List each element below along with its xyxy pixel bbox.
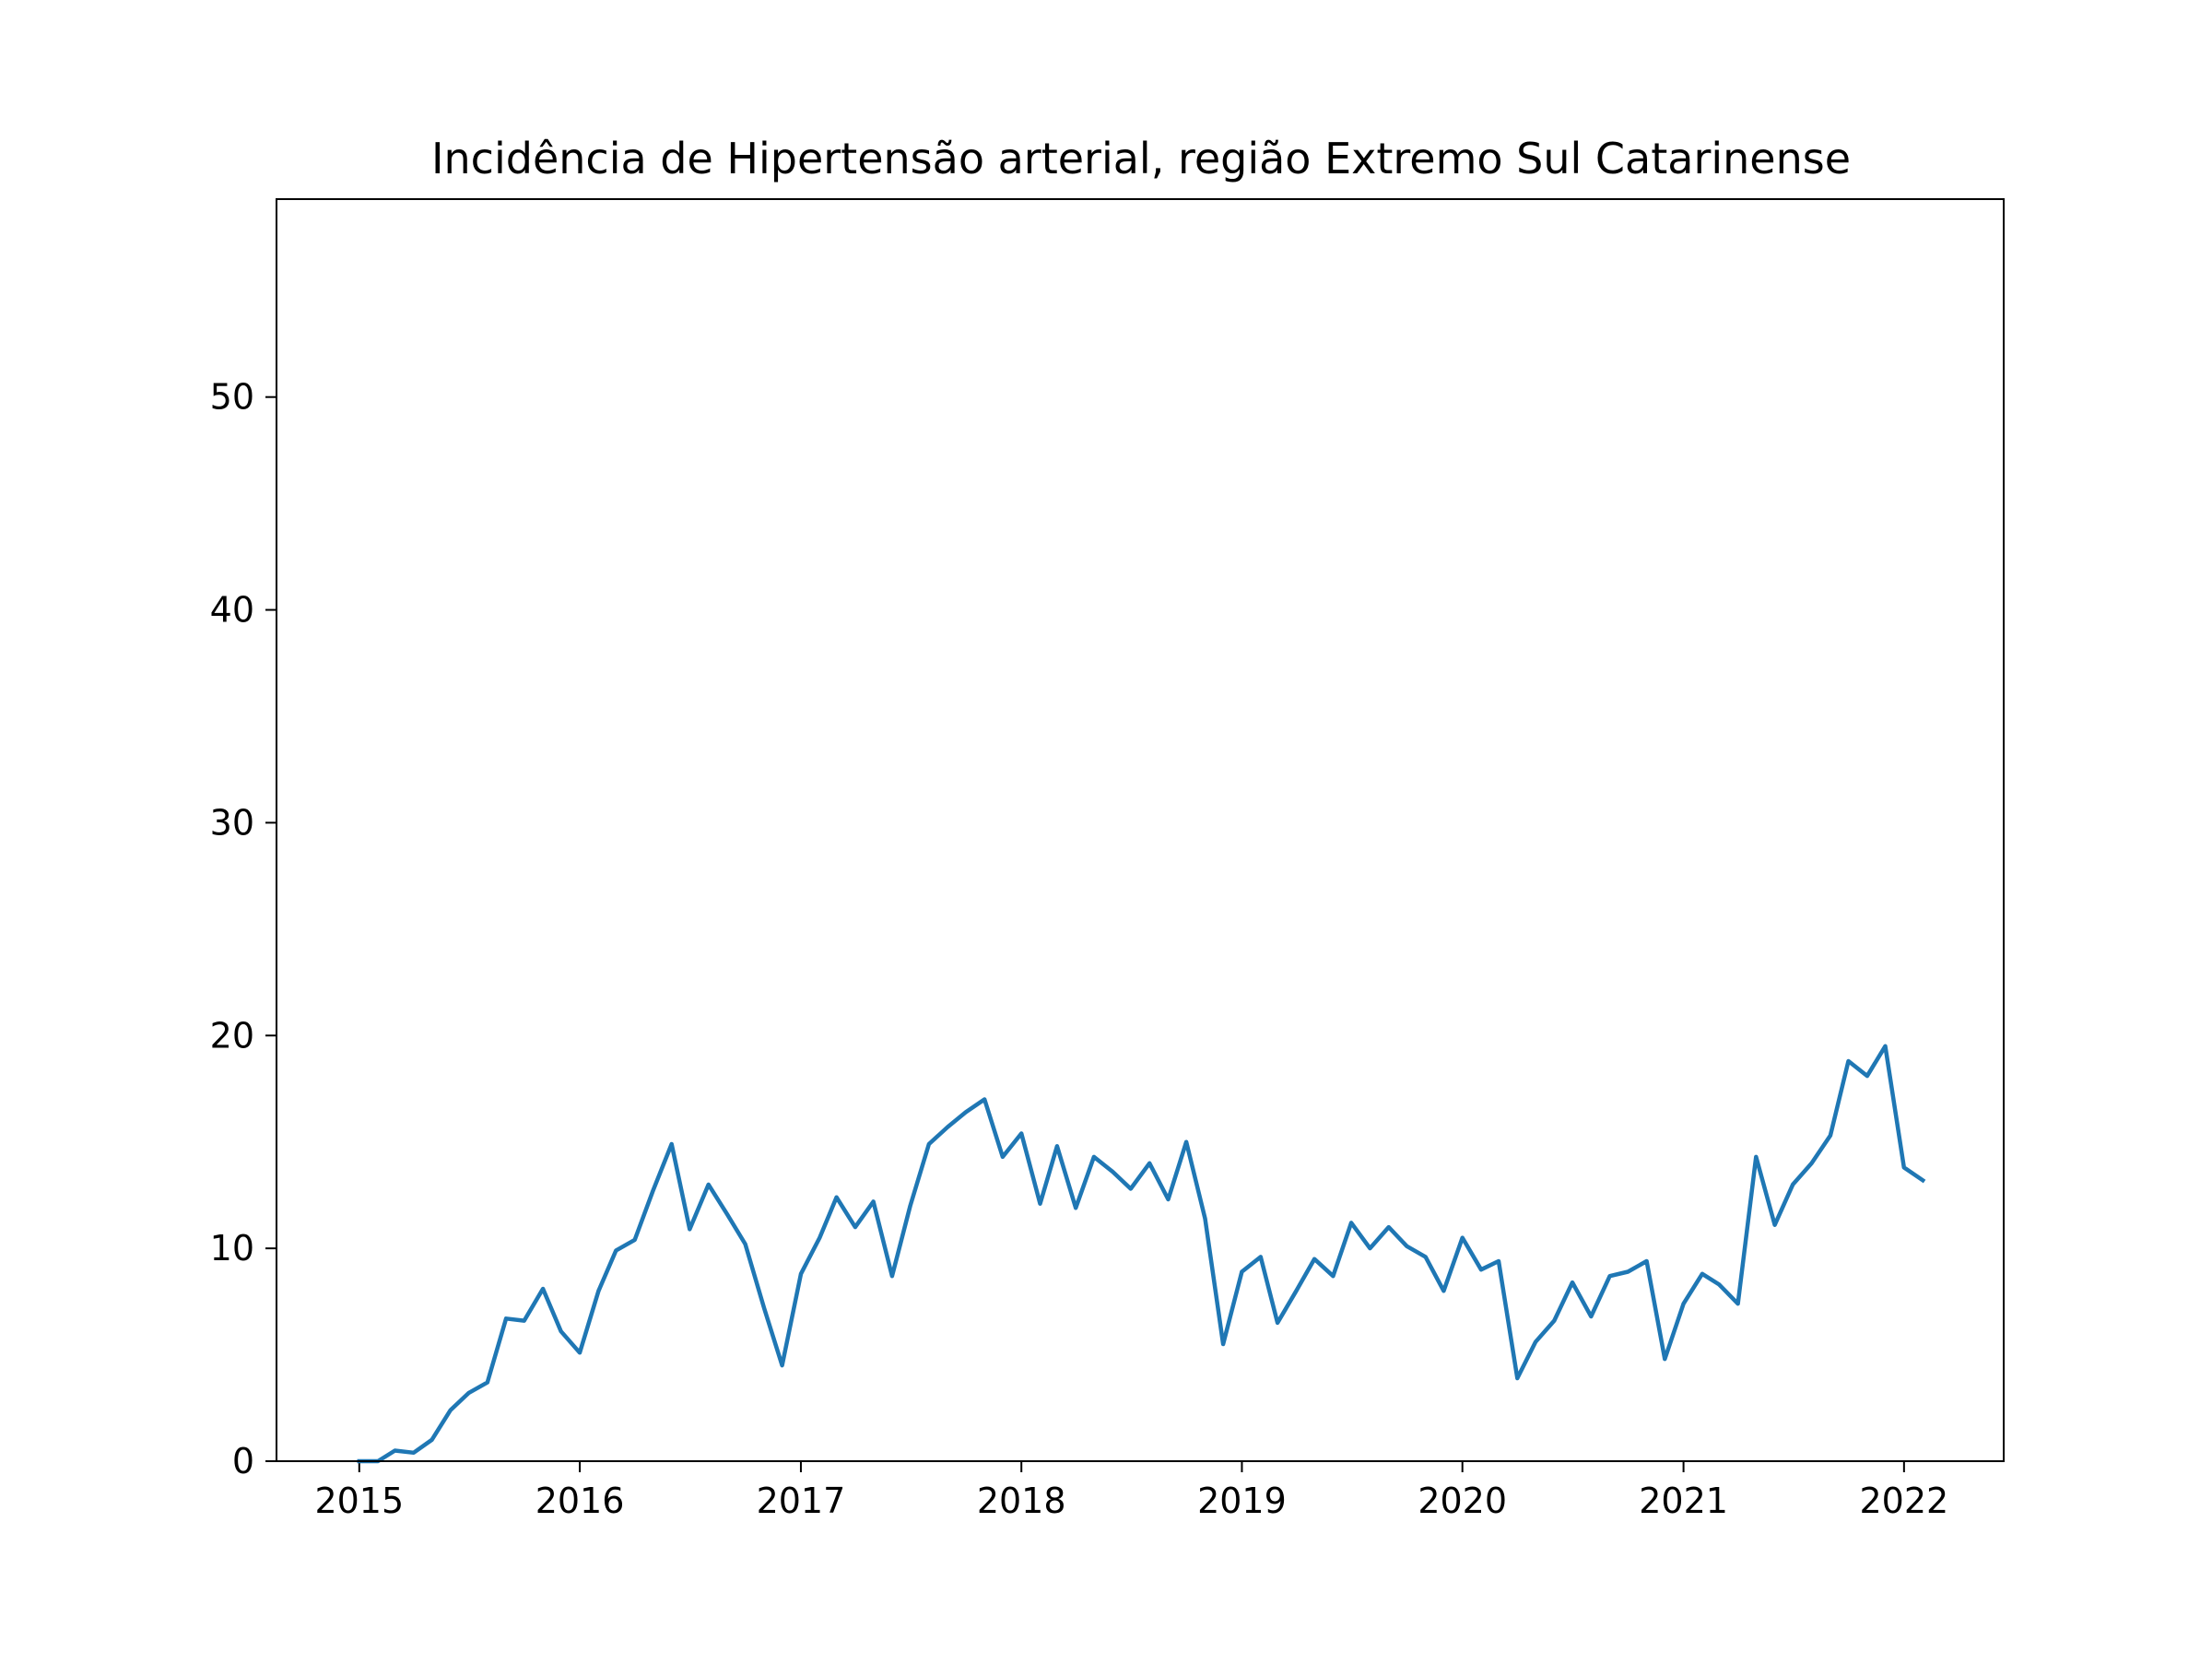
y-tick-label: 30: [210, 802, 254, 843]
y-tick-label: 40: [210, 590, 254, 631]
x-tick-label: 2020: [1418, 1481, 1507, 1521]
chart-title: Incidência de Hipertensão arterial, regi…: [431, 134, 1851, 183]
x-tick-label: 2018: [977, 1481, 1066, 1521]
y-tick-label: 10: [210, 1228, 254, 1269]
y-tick-label: 0: [232, 1441, 254, 1481]
y-tick-label: 50: [210, 377, 254, 418]
x-tick-label: 2016: [535, 1481, 625, 1521]
x-tick-label: 2017: [757, 1481, 846, 1521]
x-tick-label: 2015: [314, 1481, 404, 1521]
x-tick-label: 2022: [1859, 1481, 1948, 1521]
x-tick-label: 2019: [1197, 1481, 1287, 1521]
y-tick-label: 20: [210, 1015, 254, 1056]
x-tick-label: 2021: [1639, 1481, 1728, 1521]
